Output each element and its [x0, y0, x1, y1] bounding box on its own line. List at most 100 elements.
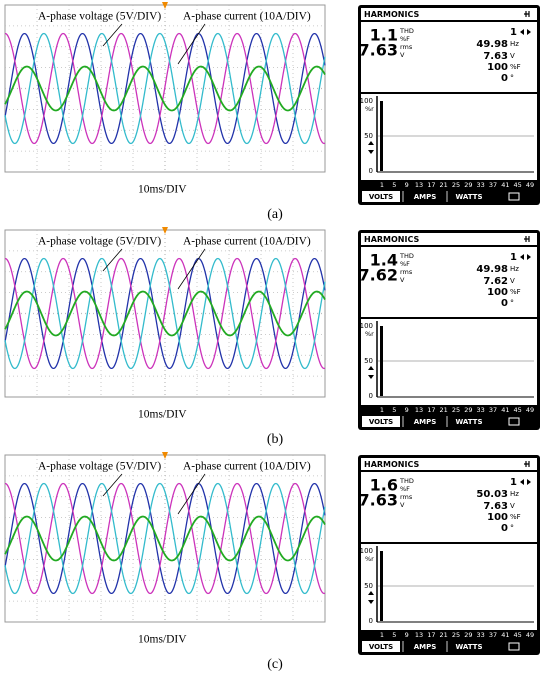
thd-value: 1.4 [370, 251, 398, 270]
y-tick-label: 0 [369, 167, 373, 175]
tab-label: AMPS [414, 193, 437, 201]
readout-area [361, 472, 537, 542]
current-label: A-phase current (10A/DIV) [183, 11, 311, 23]
y-unit: %r [365, 330, 374, 338]
current-wave [4, 515, 326, 562]
timebase: 10ms/DIV [138, 409, 187, 421]
readout-area [361, 22, 537, 92]
x-tick-label: 21 [440, 406, 448, 414]
scroll-arrows [368, 591, 374, 604]
leader-line [177, 473, 206, 515]
analyzer-header [361, 8, 537, 20]
caption: (b) [267, 432, 284, 447]
voltage-wave-blue [4, 257, 326, 370]
current-wave [4, 65, 326, 112]
frequency-unit: Hz [510, 490, 519, 498]
tab-active [362, 641, 400, 652]
timebase: 10ms/DIV [138, 184, 187, 196]
phase: 0 [501, 73, 508, 84]
x-tick-label: 45 [514, 631, 522, 639]
voltage: 7.63 [483, 51, 508, 62]
plug-icon [524, 11, 530, 17]
x-tick-label: 1 [380, 181, 384, 189]
percent-unit: %F [510, 288, 521, 296]
x-tick-label: 13 [415, 631, 423, 639]
x-tick-label: 45 [514, 181, 522, 189]
voltage-wave-cyan [4, 482, 326, 595]
rms-value: 7.62 [359, 266, 398, 285]
x-tick-label: 37 [489, 181, 497, 189]
x-tick-label: 33 [477, 631, 485, 639]
scroll-arrows [368, 366, 374, 379]
harmonic-order: 1 [510, 27, 517, 38]
y-tick-label: 100 [360, 322, 373, 330]
screen-icon [508, 417, 520, 426]
rms-label: rms [400, 493, 413, 501]
voltage-label: A-phase voltage (5V/DIV) [38, 236, 161, 248]
analyzer-title: HARMONICS [364, 235, 420, 244]
percent-unit: %F [510, 513, 521, 521]
thd-value: 1.1 [370, 26, 398, 45]
voltage-label: A-phase voltage (5V/DIV) [38, 461, 161, 473]
trigger-marker [162, 2, 168, 9]
voltage-unit: V [510, 52, 515, 60]
x-tick-label: 1 [380, 406, 384, 414]
x-tick-label: 25 [452, 181, 460, 189]
analyzer-header [361, 233, 537, 245]
trigger-marker [162, 227, 168, 234]
rms-value: 7.63 [359, 491, 398, 510]
timebase: 10ms/DIV [138, 634, 187, 646]
harmonic-bar [380, 101, 383, 171]
order-arrows [520, 254, 531, 260]
rms-unit: V [400, 276, 405, 284]
fundamental-percent: 100 [487, 512, 508, 523]
x-tick-label: 37 [489, 631, 497, 639]
x-tick-label: 13 [415, 181, 423, 189]
x-tick-label: 29 [464, 631, 472, 639]
tab-label: WATTS [455, 643, 482, 651]
screen-icon [508, 192, 520, 201]
frequency-unit: Hz [510, 265, 519, 273]
x-tick-label: 33 [477, 406, 485, 414]
spectrum-area [361, 94, 537, 180]
rms-value: 7.63 [359, 41, 398, 60]
leader-line [177, 23, 206, 65]
voltage: 7.62 [483, 276, 508, 287]
leader-line [177, 248, 206, 290]
voltage-label: A-phase voltage (5V/DIV) [38, 11, 161, 23]
x-tick-label: 49 [526, 406, 534, 414]
voltage-wave-magenta [4, 482, 326, 595]
thd-label: THD [399, 477, 414, 485]
x-tick-label: 13 [415, 406, 423, 414]
x-tick-label: 49 [526, 181, 534, 189]
x-tick-label: 17 [427, 406, 435, 414]
panel: A-phase voltage (5V/DIV) A-phase current … [4, 452, 540, 672]
current-label: A-phase current (10A/DIV) [183, 461, 311, 473]
order-arrows [520, 29, 531, 35]
rms-label: rms [400, 43, 413, 51]
thd-unit: %F [400, 35, 410, 43]
x-tick-label: 41 [501, 631, 509, 639]
voltage-wave-blue [4, 32, 326, 145]
analyzer-title: HARMONICS [364, 460, 420, 469]
harmonic-order: 1 [510, 477, 517, 488]
y-tick-label: 50 [364, 132, 373, 140]
analyzer-title: HARMONICS [364, 10, 420, 19]
voltage-wave-magenta [4, 257, 326, 370]
rms-unit: V [400, 51, 405, 59]
x-tick-label: 25 [452, 631, 460, 639]
phase-unit: ° [510, 299, 514, 308]
voltage: 7.63 [483, 501, 508, 512]
thd-label: THD [399, 252, 414, 260]
readout-area [361, 247, 537, 317]
frequency: 49.98 [476, 39, 508, 50]
current-wave [4, 290, 326, 337]
x-tick-label: 49 [526, 631, 534, 639]
tab-label: VOLTS [369, 418, 393, 426]
tab-label: WATTS [455, 193, 482, 201]
thd-unit: %F [400, 485, 410, 493]
x-tick-label: 33 [477, 181, 485, 189]
fundamental-percent: 100 [487, 62, 508, 73]
x-tick-label: 41 [501, 406, 509, 414]
screen-icon [508, 642, 520, 651]
